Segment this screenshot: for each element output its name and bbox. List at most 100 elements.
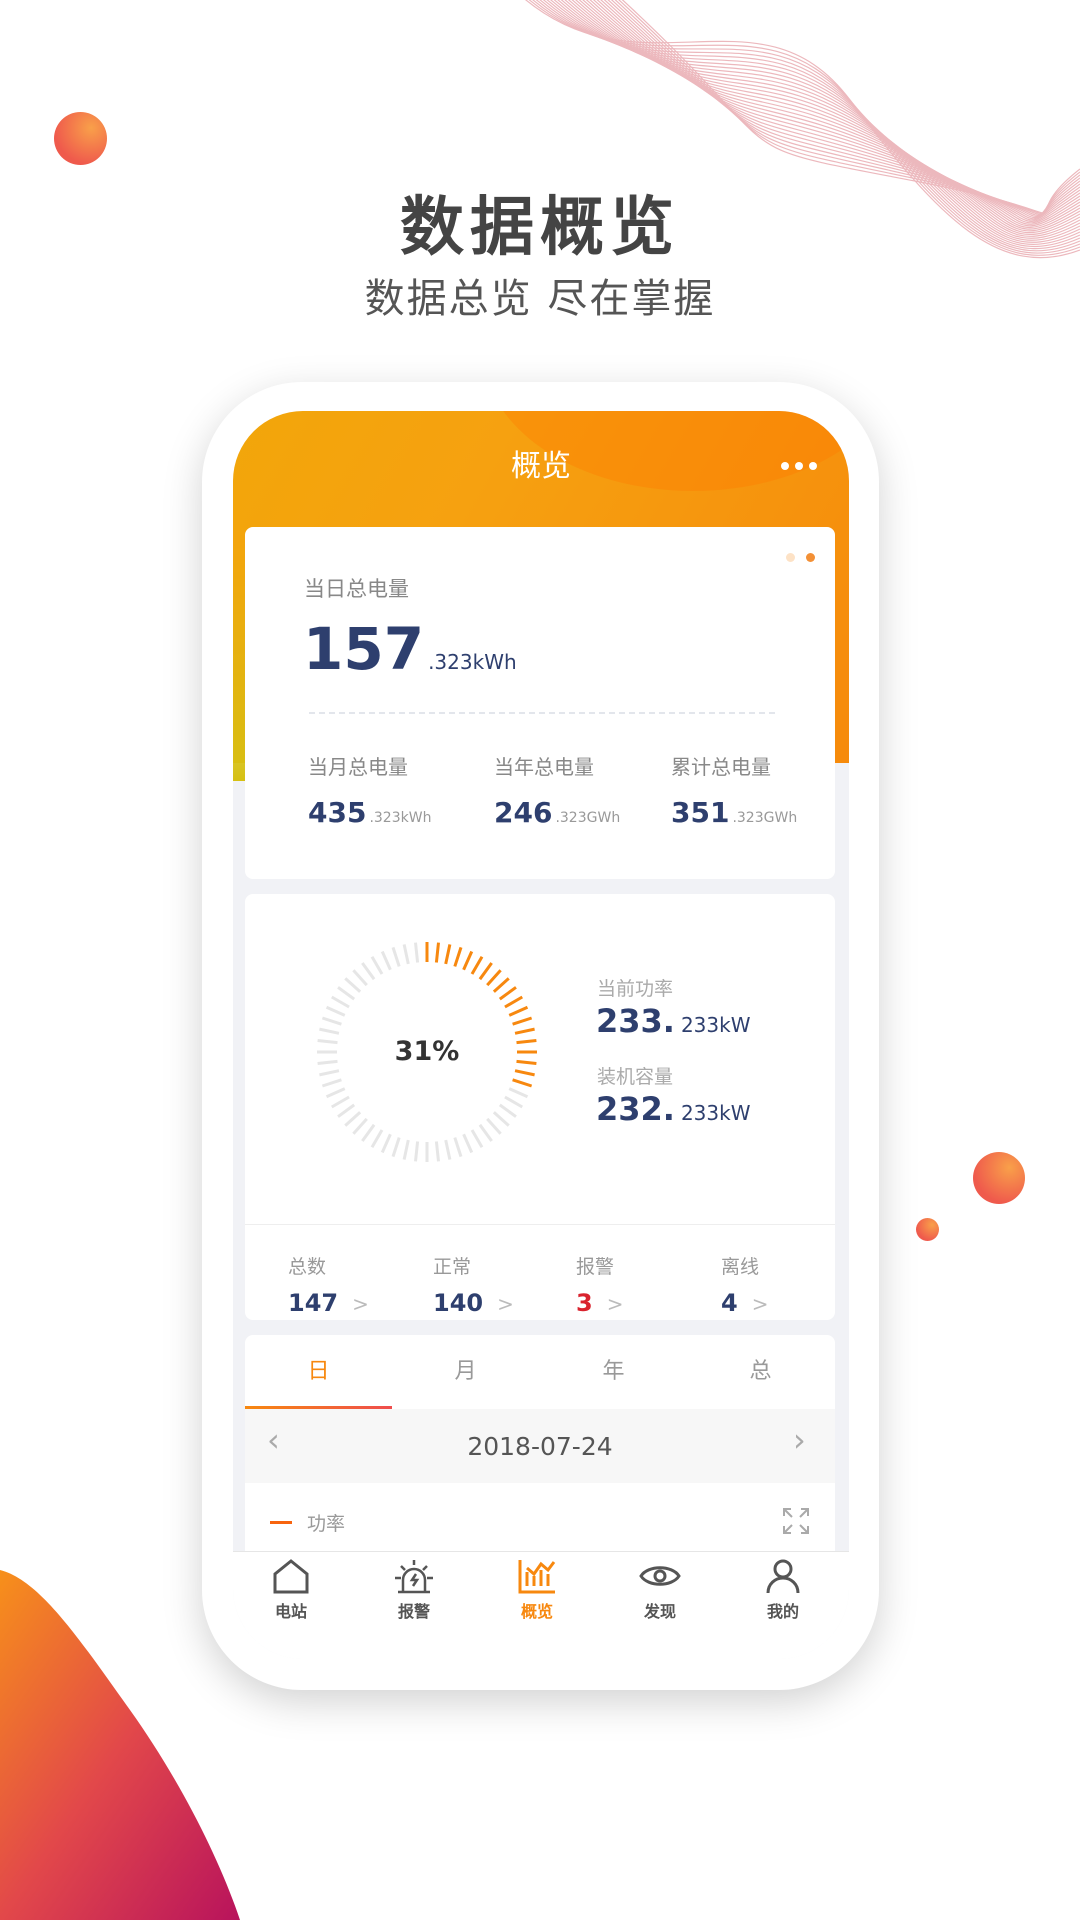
daily-energy-label: 当日总电量	[304, 577, 409, 601]
station-offline[interactable]: 离线 4 >	[721, 1256, 769, 1317]
gauge-tick-active	[512, 1078, 533, 1088]
nav-alarm[interactable]: 报警	[364, 1558, 464, 1622]
energy-item: 当月总电量 435.323kWh	[308, 755, 432, 829]
gauge-tick-active	[514, 1027, 535, 1035]
gauge-tick-active	[514, 1069, 535, 1077]
page-dot-active[interactable]	[806, 553, 815, 562]
gauge-tick-active	[508, 1005, 529, 1017]
tab-indicator	[245, 1406, 392, 1409]
energy-item: 累计总电量 351.323GWh	[671, 755, 798, 829]
legend-line	[270, 1521, 292, 1524]
gauge-tick-active	[470, 955, 484, 975]
current-power-value: 233. 233kW	[596, 1002, 751, 1040]
gauge-tick	[444, 1139, 452, 1160]
power-card: 31% 当前功率 233. 233kW 装机容量 232. 233kW 总数 147 >…	[245, 894, 835, 1320]
gauge-tick	[344, 1111, 362, 1127]
station-total[interactable]: 总数 147 >	[288, 1256, 369, 1317]
gauge-tick	[470, 1129, 484, 1149]
gauge-tick	[478, 1123, 493, 1142]
decorative-ball	[973, 1152, 1025, 1204]
gauge-tick-active	[512, 1016, 533, 1026]
chevron-right-icon: >	[352, 1292, 369, 1316]
gauge-tick	[391, 946, 401, 967]
gauge-tick	[414, 1141, 420, 1162]
gauge-tick	[317, 1039, 338, 1045]
hero-subtitle: 数据总览 尽在掌握	[364, 276, 716, 322]
gauge-tick-active	[478, 962, 493, 981]
next-date-button[interactable]: ›	[793, 1421, 806, 1459]
chevron-right-icon: >	[606, 1292, 624, 1316]
decorative-ball	[54, 112, 107, 165]
gauge-tick	[330, 1095, 350, 1109]
divider	[245, 1224, 835, 1225]
nav-overview[interactable]: 概览	[487, 1558, 587, 1622]
hero-title: 数据概览	[400, 191, 680, 265]
gauge-tick-active	[486, 969, 502, 987]
bottom-nav: 电站 报警 概览 发现 我的	[233, 1551, 849, 1659]
app-title: 概览	[511, 449, 571, 484]
gauge-tick-active	[504, 995, 524, 1009]
gauge-tick	[508, 1087, 529, 1099]
app-screen: 概览 当日总电量 157.323kWh 当月总电量 435.323kWh 当年总…	[233, 411, 849, 1659]
gauge-tick	[330, 995, 350, 1009]
gauge-tick-active	[498, 986, 517, 1001]
capacity-value: 232. 233kW	[596, 1090, 751, 1128]
gauge-tick	[370, 955, 384, 975]
gauge-tick	[504, 1095, 524, 1109]
gauge-tick	[344, 977, 362, 993]
chevron-right-icon: >	[751, 1292, 769, 1316]
gauge-tick	[453, 1137, 463, 1158]
gauge-tick	[391, 1137, 401, 1158]
date-bar	[245, 1409, 835, 1483]
energy-item: 当年总电量 246.323GWh	[494, 755, 621, 829]
tab-year[interactable]: 年	[602, 1359, 625, 1384]
fullscreen-icon[interactable]	[782, 1507, 810, 1535]
prev-date-button[interactable]: ‹	[267, 1421, 280, 1459]
home-icon	[273, 1559, 309, 1594]
gauge-tick	[370, 1129, 384, 1149]
tab-day[interactable]: 日	[307, 1359, 330, 1384]
tab-total[interactable]: 总	[749, 1359, 772, 1384]
gauge-tick	[337, 1103, 356, 1118]
station-normal[interactable]: 正常 140 >	[433, 1256, 514, 1317]
gauge-tick	[361, 962, 376, 981]
date-label: 2018-07-24	[467, 1432, 613, 1461]
gauge-tick-active	[462, 950, 474, 971]
decorative-wave-lines	[525, 0, 1080, 259]
gauge-tick	[325, 1087, 346, 1099]
gauge-tick	[414, 942, 420, 963]
energy-card[interactable]: 当日总电量 157.323kWh 当月总电量 435.323kWh 当年总电量 …	[245, 527, 835, 879]
gauge-tick	[380, 950, 392, 971]
station-alarm[interactable]: 报警 3 >	[576, 1256, 624, 1317]
power-gauge	[317, 942, 537, 1162]
nav-station[interactable]: 电站	[241, 1558, 341, 1622]
page-dot[interactable]	[786, 553, 795, 562]
gauge-tick	[434, 1141, 440, 1162]
user-icon	[766, 1559, 800, 1594]
tab-month[interactable]: 月	[454, 1359, 477, 1384]
gauge-tick	[402, 1139, 410, 1160]
gauge-tick	[361, 1123, 376, 1142]
gauge-tick	[486, 1117, 502, 1135]
gauge-tick	[352, 1117, 368, 1135]
gauge-tick-active	[516, 1039, 537, 1045]
gauge-tick	[462, 1133, 474, 1154]
more-dots-icon[interactable]	[775, 459, 817, 473]
legend-label: 功率	[307, 1513, 346, 1535]
gauge-tick-active	[444, 944, 452, 965]
nav-discover[interactable]: 发现	[610, 1558, 710, 1622]
capacity-label: 装机容量	[597, 1066, 674, 1088]
chevron-right-icon: >	[497, 1292, 514, 1316]
gauge-tick	[319, 1069, 340, 1077]
gauge-tick-active	[453, 946, 463, 967]
current-power-label: 当前功率	[597, 978, 674, 1000]
gauge-tick-active	[434, 942, 440, 963]
gauge-tick	[380, 1133, 392, 1154]
nav-mine[interactable]: 我的	[733, 1558, 833, 1622]
alarm-icon	[395, 1560, 433, 1594]
gauge-tick	[337, 986, 356, 1001]
gauge-tick	[492, 1111, 510, 1127]
dashed-divider	[309, 712, 775, 714]
gauge-tick	[317, 1059, 338, 1065]
eye-icon	[639, 1566, 681, 1586]
